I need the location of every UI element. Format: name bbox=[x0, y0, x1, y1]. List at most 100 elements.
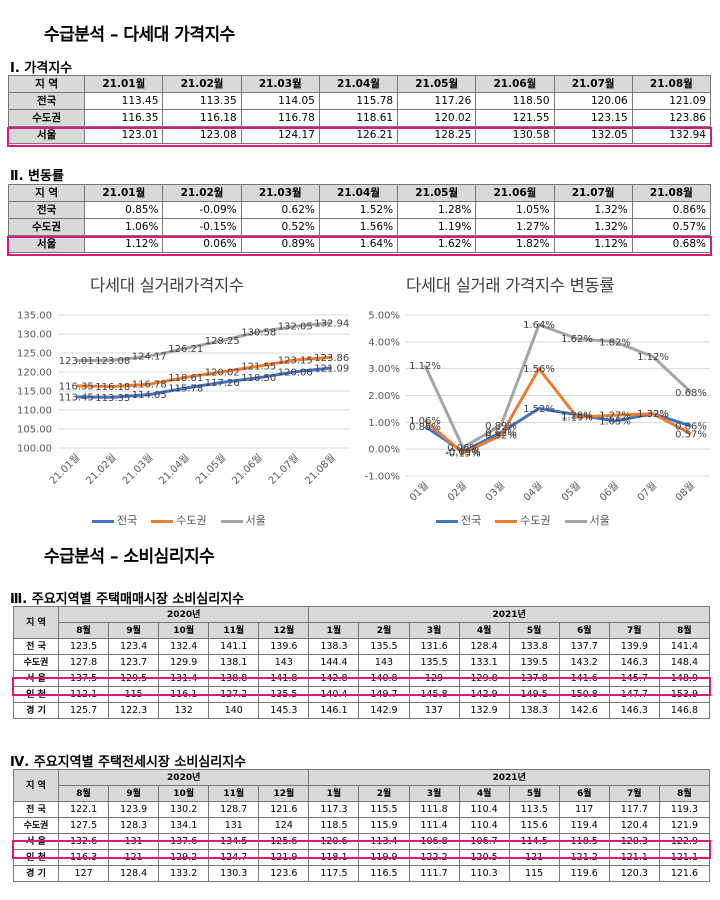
table-cell: 106.7 bbox=[458, 833, 510, 850]
region-header: 지 역 bbox=[7, 184, 86, 202]
table-cell: 1.64% bbox=[318, 235, 399, 253]
month-header: 1월 bbox=[308, 785, 360, 802]
chart-title-price: 다세대 실거래가격지수 bbox=[90, 276, 244, 295]
table-cell: 112.1 bbox=[58, 686, 110, 703]
x-tick-label: 21.05월 bbox=[548, 480, 583, 500]
month-header: 8월 bbox=[658, 622, 711, 639]
table-cell: 135.5 bbox=[358, 638, 410, 655]
legend-label: 수도권 bbox=[520, 514, 551, 527]
data-label: 117.26 bbox=[205, 378, 240, 389]
table-cell: 123.7 bbox=[108, 654, 160, 671]
data-label: 0.52% bbox=[485, 431, 517, 442]
table-cell: 128.4 bbox=[108, 865, 160, 882]
month-header: 21.01월 bbox=[84, 75, 164, 93]
table-cell: 115.9 bbox=[358, 817, 410, 834]
table-cell: 149.5 bbox=[508, 686, 560, 703]
table-cell: 0.86% bbox=[631, 201, 712, 219]
table-cell: 123.86 bbox=[631, 109, 712, 127]
table-cell: -0.09% bbox=[162, 201, 242, 219]
x-tick-label: 21.06월 bbox=[230, 452, 265, 487]
table-cell: 1.05% bbox=[475, 201, 555, 219]
month-header: 7월 bbox=[608, 622, 660, 639]
month-header: 6월 bbox=[558, 785, 610, 802]
table-cell: 110.4 bbox=[458, 817, 510, 834]
x-tick-label: 21.02월 bbox=[434, 480, 469, 500]
legend-item: 수도권 bbox=[151, 512, 207, 528]
data-label: 0.06% bbox=[447, 443, 479, 454]
table-cell: 119.4 bbox=[558, 817, 610, 834]
x-tick-label: 21.08월 bbox=[303, 452, 338, 487]
month-header: 21.05월 bbox=[397, 184, 477, 202]
data-label: 118.61 bbox=[168, 373, 203, 384]
table-cell: 148.9 bbox=[658, 670, 711, 687]
table-cell: 116.18 bbox=[162, 109, 242, 127]
month-header: 4월 bbox=[458, 785, 510, 802]
x-tick-label: 21.05월 bbox=[193, 452, 228, 487]
month-header: 8월 bbox=[58, 785, 110, 802]
table-cell: 133.1 bbox=[458, 654, 510, 671]
region-label: 서 울 bbox=[12, 670, 60, 687]
table-cell: 115.5 bbox=[358, 801, 410, 818]
region-label: 수도권 bbox=[12, 654, 60, 671]
table-cell: 139.5 bbox=[508, 654, 560, 671]
table-cell: 113.45 bbox=[84, 92, 164, 110]
table-cell: 123.08 bbox=[162, 126, 242, 144]
region-label: 경 기 bbox=[12, 865, 60, 882]
table-cell: 123.6 bbox=[258, 865, 310, 882]
data-label: 1.32% bbox=[637, 409, 669, 420]
table-cell: 111.7 bbox=[408, 865, 460, 882]
region-label: 전국 bbox=[7, 92, 86, 110]
table-cell: 142.9 bbox=[358, 702, 410, 719]
table-row: 수도권 127.5 128.3 134.1 131 124 118.5 115.9 111.4 1… bbox=[12, 817, 711, 834]
table-cell: 120.6 bbox=[308, 833, 360, 850]
table-cell: 1.82% bbox=[475, 235, 555, 253]
table-cell: 122.1 bbox=[58, 801, 110, 818]
table-row: 서울 1.12% 0.06% 0.89% 1.64% 1.62% 1.82% 1.12% 0.6… bbox=[7, 235, 712, 253]
table-row: 경 기 127 128.4 133.2 130.3 123.6 117.5 116.5 111.… bbox=[12, 865, 711, 882]
table-cell: 113.5 bbox=[508, 801, 560, 818]
region-label: 서울 bbox=[7, 126, 86, 144]
table-cell: 128.7 bbox=[208, 801, 260, 818]
data-label: 116.18 bbox=[95, 382, 130, 393]
legend-swatch bbox=[92, 519, 114, 523]
data-label: 116.35 bbox=[59, 381, 94, 392]
sale-sentiment-table: 지 역 2020년 2021년 8월 9월 10월 11월 12월 1월 2월 3월 4월 5월 6월 7월… bbox=[12, 606, 711, 719]
year-header: 2021년 bbox=[308, 769, 710, 786]
section-jeonse-sentiment: Ⅳ. 주요지역별 주택전세시장 소비심리지수 bbox=[10, 755, 247, 770]
table-row: 전국 0.85% -0.09% 0.62% 1.52% 1.28% 1.05% 1.32% 0.… bbox=[7, 201, 712, 219]
year-header: 2020년 bbox=[58, 769, 310, 786]
table-cell: 115 bbox=[508, 865, 560, 882]
month-header: 3월 bbox=[408, 622, 460, 639]
table-cell: 137 bbox=[408, 702, 460, 719]
table-cell: 127.8 bbox=[58, 654, 110, 671]
table-cell: 125.6 bbox=[258, 833, 310, 850]
x-tick-label: 21.03월 bbox=[120, 452, 155, 487]
data-label: 123.86 bbox=[314, 353, 349, 364]
region-label: 인 천 bbox=[12, 686, 60, 703]
region-label: 전 국 bbox=[12, 638, 60, 655]
table-cell: 122.9 bbox=[658, 833, 711, 850]
table-cell: 122.3 bbox=[108, 702, 160, 719]
x-tick-label: 21.07월 bbox=[266, 452, 301, 487]
y-tick-label: 3.00% bbox=[368, 364, 400, 375]
table-cell: 121.6 bbox=[258, 801, 310, 818]
table-cell: 132.94 bbox=[631, 126, 712, 144]
region-label: 수도권 bbox=[7, 109, 86, 127]
region-header: 지 역 bbox=[12, 769, 60, 802]
y-tick-label: 105.00 bbox=[17, 425, 52, 436]
table-cell: 121.2 bbox=[558, 849, 610, 866]
month-header: 12월 bbox=[258, 785, 310, 802]
table-cell: 117.3 bbox=[308, 801, 360, 818]
table-cell: 135.5 bbox=[408, 654, 460, 671]
month-header: 21.08월 bbox=[631, 184, 712, 202]
table-cell: 120.02 bbox=[397, 109, 477, 127]
table-cell: 137.7 bbox=[558, 638, 610, 655]
table-cell: 128.3 bbox=[108, 817, 160, 834]
table-cell: 145.3 bbox=[258, 702, 310, 719]
table-cell: 121 bbox=[108, 849, 160, 866]
table-row: 서울 123.01 123.08 124.17 126.21 128.25 130.58 13… bbox=[7, 126, 712, 144]
x-tick-label: 21.08월 bbox=[662, 480, 697, 500]
table-cell: 139.9 bbox=[608, 638, 660, 655]
month-header: 6월 bbox=[558, 622, 610, 639]
legend-item: 수도권 bbox=[495, 512, 551, 528]
